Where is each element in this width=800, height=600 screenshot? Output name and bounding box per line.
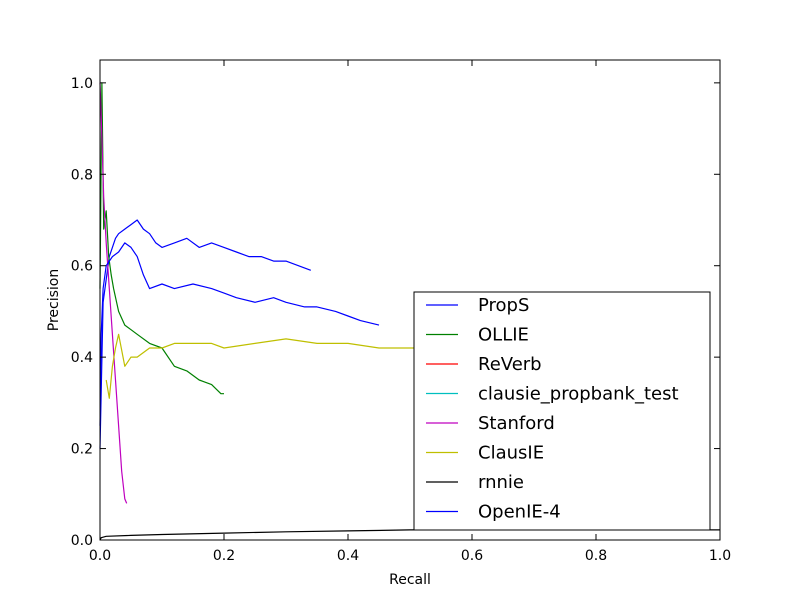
x-tick-label: 0.2 — [213, 548, 235, 564]
x-tick-label: 0.4 — [337, 548, 359, 564]
ticks-layer: 0.0 0.2 0.4 0.6 0.8 1.0 0.0 0.2 0.4 0.6 0.8 1.0 — [71, 60, 731, 564]
y-axis-label: Precision — [46, 269, 62, 331]
legend-label-ollie: OLLIE — [478, 325, 529, 346]
legend-label-rnnie: rnnie — [478, 472, 524, 493]
x-tick-label: 0.0 — [89, 548, 111, 564]
x-tick-label: 0.8 — [585, 548, 607, 564]
y-tick-label: 0.2 — [71, 442, 93, 458]
series-line-props — [99, 219, 312, 449]
y-tick-label: 1.0 — [71, 76, 93, 92]
series-line-clausie — [105, 333, 423, 399]
series-line-stanford — [99, 82, 128, 504]
legend-box — [413, 291, 711, 531]
y-tick-label: 0.4 — [71, 350, 93, 366]
legend-label-clausie-propbank-test: clausie_propbank_test — [478, 384, 679, 405]
x-axis-label: Recall — [389, 572, 431, 588]
y-tick-label: 0.6 — [71, 259, 93, 275]
series-line-openie-4 — [99, 242, 380, 426]
legend-label-stanford: Stanford — [478, 413, 555, 434]
legend-label-clausie: ClausIE — [478, 443, 544, 464]
x-tick-label: 1.0 — [709, 548, 731, 564]
legend-label-reverb: ReVerb — [478, 354, 542, 375]
x-tick-label: 0.6 — [461, 548, 483, 564]
legend-label-openie-4: OpenIE-4 — [478, 502, 561, 523]
legend-label-props: PropS — [478, 295, 529, 316]
legend-entries: PropS OLLIE ReVerb clausie_propbank_test Sta… — [426, 295, 679, 523]
plot-frame — [99, 59, 721, 541]
y-tick-label: 0.0 — [71, 533, 93, 549]
y-tick-label: 0.8 — [71, 167, 93, 183]
series-line-ollie — [99, 82, 224, 395]
legend: PropS OLLIE ReVerb clausie_propbank_test Sta… — [413, 291, 711, 531]
series-layer — [99, 82, 720, 541]
